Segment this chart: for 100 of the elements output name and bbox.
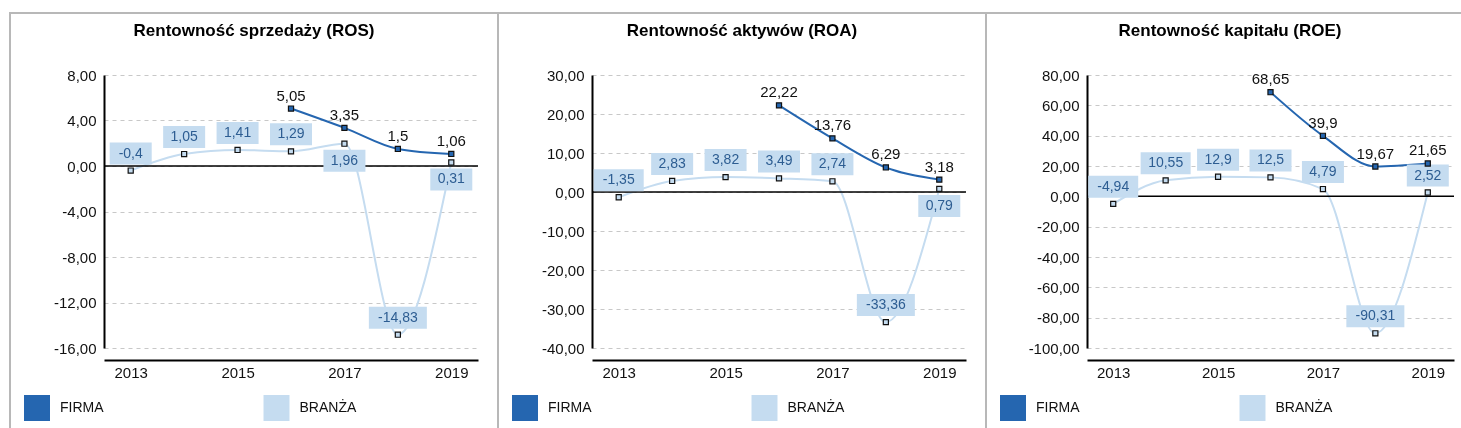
x-tick-label: 2017 (328, 363, 362, 381)
legend-label: BRANŻA (787, 398, 845, 415)
y-tick-label: -30,00 (541, 300, 585, 318)
data-label: 6,29 (871, 145, 901, 163)
point (722, 173, 729, 181)
legend-label: FIRMA (1036, 399, 1081, 415)
point (829, 178, 836, 185)
data-label: 1,29 (277, 125, 305, 142)
point (234, 146, 241, 154)
x-tick-label: 2017 (1306, 363, 1341, 381)
y-tick-label: 30,00 (546, 66, 585, 84)
chart-title: Rentowność sprzedaży (ROS) (133, 21, 375, 40)
point (448, 159, 455, 166)
chart-title: Rentowność aktywów (ROA) (626, 21, 858, 40)
point (829, 135, 836, 142)
legend-label: FIRMA (548, 399, 593, 415)
point (1214, 173, 1222, 180)
y-tick-label: -12,00 (53, 294, 97, 311)
y-tick-label: 0,00 (67, 157, 97, 175)
y-tick-label: 20,00 (1041, 157, 1080, 175)
data-label: 3,35 (329, 105, 360, 123)
point (1424, 160, 1431, 167)
data-label: 3,18 (924, 157, 954, 175)
y-tick-label: -100,00 (1028, 339, 1080, 357)
x-tick-label: 2013 (602, 363, 636, 381)
data-label: -0,4 (118, 144, 143, 161)
chart-title: Rentowność kapitału (ROE) (1118, 21, 1342, 40)
y-tick-label: -16,00 (53, 339, 97, 357)
data-label: 2,83 (658, 154, 686, 171)
data-label: 12,5 (1256, 151, 1285, 168)
y-tick-label: 4,00 (67, 112, 97, 129)
data-label: 13,76 (813, 116, 852, 134)
data-label: 12,9 (1204, 150, 1232, 167)
data-label: 3,49 (765, 152, 793, 169)
point (1110, 200, 1117, 207)
x-tick-label: 2013 (1097, 363, 1131, 381)
data-label: 1,41 (223, 123, 252, 140)
point (394, 145, 402, 153)
data-label: -90,31 (1355, 307, 1396, 324)
point (882, 318, 890, 326)
y-tick-label: 80,00 (1041, 66, 1080, 84)
point (127, 167, 134, 174)
x-tick-label: 2015 (1201, 363, 1236, 381)
x-tick-label: 2015 (221, 363, 255, 381)
data-label: -4,94 (1097, 177, 1130, 194)
y-tick-label: -40,00 (1036, 248, 1080, 266)
legend-label: FIRMA (60, 399, 105, 415)
point (394, 331, 402, 338)
y-tick-label: 8,00 (67, 66, 97, 84)
y-tick-label: -60,00 (1036, 278, 1080, 296)
y-tick-label: 40,00 (1041, 127, 1080, 145)
point (1162, 177, 1169, 184)
data-label: -1,35 (602, 171, 635, 188)
x-tick-label: 2019 (435, 363, 469, 381)
y-tick-label: -80,00 (1036, 309, 1080, 327)
x-tick-label: 2015 (709, 363, 743, 381)
data-label: 21,65 (1409, 141, 1447, 159)
point (1267, 89, 1274, 96)
point (448, 150, 455, 158)
data-label: -33,36 (866, 296, 906, 313)
y-tick-label: -20,00 (1036, 218, 1080, 236)
legend-label: BRANŻA (299, 398, 357, 415)
data-label: 68,65 (1251, 70, 1290, 88)
point (341, 140, 348, 147)
y-tick-label: 60,00 (1041, 96, 1080, 114)
y-tick-label: -8,00 (62, 248, 97, 266)
point (668, 177, 676, 185)
data-label: 2,52 (1414, 166, 1442, 183)
point (882, 164, 890, 171)
point (615, 194, 622, 201)
y-tick-label: 20,00 (546, 105, 585, 123)
data-label: 1,06 (436, 131, 466, 149)
point (287, 105, 295, 112)
point (775, 102, 783, 109)
point (936, 185, 943, 193)
point (1319, 185, 1327, 193)
point (287, 148, 295, 155)
point (936, 176, 943, 183)
data-label: 39,9 (1308, 113, 1338, 131)
data-label: 5,05 (276, 86, 306, 104)
data-label: 1,05 (170, 128, 198, 145)
x-tick-label: 2017 (816, 363, 850, 381)
y-tick-label: -20,00 (541, 261, 585, 279)
data-label: 0,79 (925, 196, 954, 213)
point (1424, 189, 1431, 196)
y-tick-label: 0,00 (1050, 187, 1080, 205)
y-tick-label: 0,00 (555, 183, 585, 201)
point (341, 124, 348, 132)
x-tick-label: 2019 (1411, 363, 1445, 381)
point (1372, 330, 1379, 337)
x-tick-label: 2013 (114, 363, 148, 381)
data-label: -14,83 (378, 308, 418, 325)
point (1267, 174, 1274, 181)
data-label: 22,22 (760, 83, 798, 101)
y-tick-label: -10,00 (541, 222, 585, 240)
y-tick-label: -40,00 (541, 339, 585, 357)
y-tick-label: -4,00 (62, 203, 97, 220)
point (1372, 163, 1379, 170)
point (180, 150, 188, 158)
data-label: 19,67 (1356, 144, 1395, 162)
